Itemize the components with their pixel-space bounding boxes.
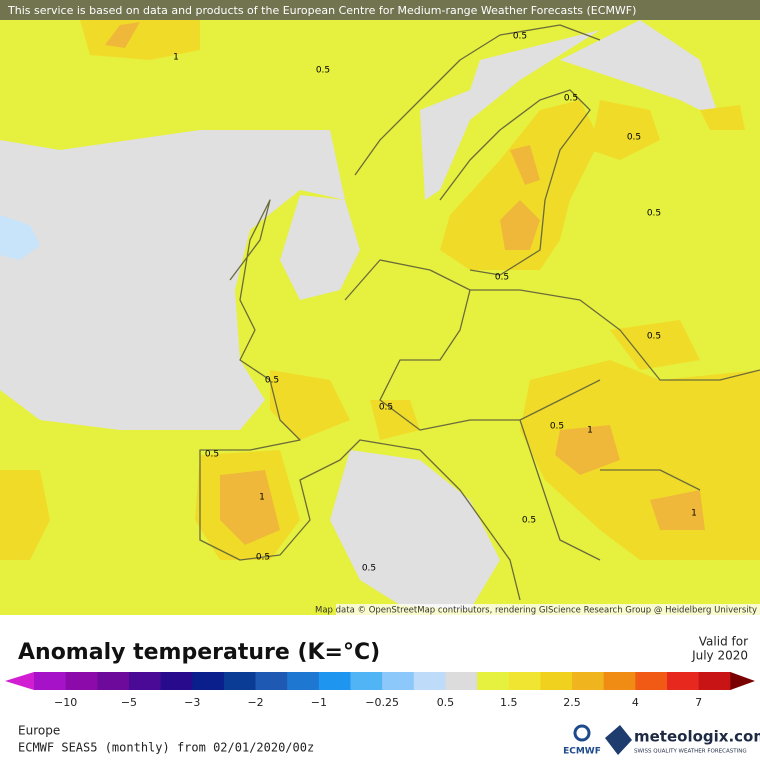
warm-finland bbox=[590, 100, 660, 160]
contour-label: 0.5 bbox=[495, 273, 509, 283]
colorbar-segment bbox=[318, 672, 351, 690]
colorbar-segment bbox=[698, 672, 731, 690]
colorbar-segment bbox=[192, 672, 225, 690]
contour-label: 1 bbox=[173, 53, 179, 63]
blue-patch bbox=[0, 215, 40, 260]
model: ECMWF SEAS5 (monthly) from 02/01/2020/00… bbox=[18, 741, 314, 755]
contour-label: 0.5 bbox=[647, 332, 661, 342]
coastline bbox=[344, 259, 760, 381]
map: 1 0.5 0.5 0.5 0.5 0.5 0.5 0.5 0.5 0.5 0.5 1 0.5 1 0.5 1… bbox=[0, 0, 760, 616]
banner: This service is based on data and produc… bbox=[7, 4, 636, 17]
colorbar-segment bbox=[97, 672, 130, 690]
colorbar-segment bbox=[287, 672, 320, 690]
brand: meteologix.com bbox=[634, 728, 760, 746]
colorbar-segment bbox=[603, 672, 636, 690]
colorbar-segment bbox=[413, 672, 446, 690]
colorbar-segment bbox=[160, 672, 193, 690]
colorbar-segment bbox=[572, 672, 605, 690]
grey-north-sea bbox=[280, 195, 360, 300]
hot-balkans bbox=[555, 425, 705, 530]
banner-bg bbox=[0, 0, 760, 20]
warm-france bbox=[270, 370, 420, 440]
ecmwf-icon bbox=[573, 724, 591, 742]
legend-label: −3 bbox=[184, 696, 200, 709]
colorbar-segment bbox=[128, 672, 162, 690]
contour-label: 0.5 bbox=[379, 403, 393, 413]
colorbar-segment bbox=[382, 672, 415, 690]
warm-scandinavia bbox=[440, 100, 600, 270]
legend-label: 7 bbox=[695, 696, 702, 709]
colorbar-segment bbox=[667, 672, 700, 690]
contour-label: 0.5 bbox=[627, 133, 641, 143]
contour-label: 0.5 bbox=[362, 564, 376, 574]
colorbar-segment bbox=[223, 672, 257, 690]
hot-iberia bbox=[220, 470, 280, 545]
warm-atlantic bbox=[0, 470, 50, 560]
attribution: Map data © OpenStreetMap contributors, r… bbox=[315, 606, 757, 616]
colorbar-segment bbox=[34, 672, 67, 690]
grey-north bbox=[420, 30, 600, 200]
warm-patch bbox=[610, 320, 700, 370]
colorbar-segment bbox=[508, 672, 541, 690]
hot-patch bbox=[105, 22, 140, 48]
colorbar-arrow bbox=[5, 672, 34, 690]
brand-icon bbox=[605, 725, 632, 755]
contour-label: 0.5 bbox=[550, 422, 564, 432]
grey-atlantic bbox=[0, 130, 345, 430]
grey-med bbox=[330, 450, 500, 610]
legend-label: 0.5 bbox=[437, 696, 455, 709]
contour-labels: 1 0.5 0.5 0.5 0.5 0.5 0.5 0.5 0.5 0.5 0.5 1 0.5 1 0.5 1… bbox=[173, 32, 697, 574]
colorbar-segment bbox=[477, 672, 510, 690]
legend-label: −10 bbox=[54, 696, 77, 709]
colorbar-segment bbox=[635, 672, 668, 690]
contour-label: 0.5 bbox=[205, 450, 219, 460]
colorbar-segment bbox=[445, 672, 478, 690]
warm-patch bbox=[80, 20, 200, 60]
colorbar: −10 −5 −3 −2 −1 −0.25 0.5 1.5 2.5 4 7 bbox=[5, 672, 755, 709]
legend-label: −5 bbox=[121, 696, 137, 709]
title: Anomaly temperature (K=°C) bbox=[18, 640, 380, 665]
valid-date: July 2020 bbox=[691, 649, 748, 663]
valid-label: Valid for bbox=[699, 635, 748, 649]
colorbar-segment bbox=[540, 672, 573, 690]
tagline: SWISS QUALITY WEATHER FORECASTING bbox=[634, 749, 747, 755]
border bbox=[379, 289, 701, 561]
colorbar-segment bbox=[350, 672, 383, 690]
hot-scandinavia bbox=[500, 145, 540, 250]
region: Europe bbox=[18, 724, 60, 738]
contour-label: 0.5 bbox=[522, 516, 536, 526]
legend-label: −0.25 bbox=[365, 696, 399, 709]
coastline bbox=[199, 199, 521, 601]
grey-east bbox=[560, 20, 720, 120]
contour-label: 0.5 bbox=[316, 66, 330, 76]
ecmwf-logo: ECMWF bbox=[563, 747, 601, 757]
warm-patch bbox=[700, 105, 745, 130]
legend-label: −1 bbox=[311, 696, 327, 709]
contour-label: 0.5 bbox=[647, 209, 661, 219]
colorbar-segment bbox=[65, 672, 98, 690]
colorbar-segment bbox=[255, 672, 288, 690]
legend-label: −2 bbox=[247, 696, 263, 709]
attribution-bg bbox=[336, 604, 760, 615]
legend-label: 2.5 bbox=[563, 696, 581, 709]
contour-label: 0.5 bbox=[256, 553, 270, 563]
contour-label: 1 bbox=[587, 426, 593, 436]
legend-label: 1.5 bbox=[500, 696, 518, 709]
contour-label: 0.5 bbox=[265, 376, 279, 386]
contour-label: 0.5 bbox=[564, 94, 578, 104]
coastline bbox=[354, 24, 601, 176]
legend-label: 4 bbox=[632, 696, 639, 709]
coastline bbox=[439, 89, 591, 276]
colorbar-arrow bbox=[730, 672, 755, 690]
contour-label: 1 bbox=[691, 509, 697, 519]
contour-label: 1 bbox=[259, 493, 265, 503]
contour-label: 0.5 bbox=[513, 32, 527, 42]
